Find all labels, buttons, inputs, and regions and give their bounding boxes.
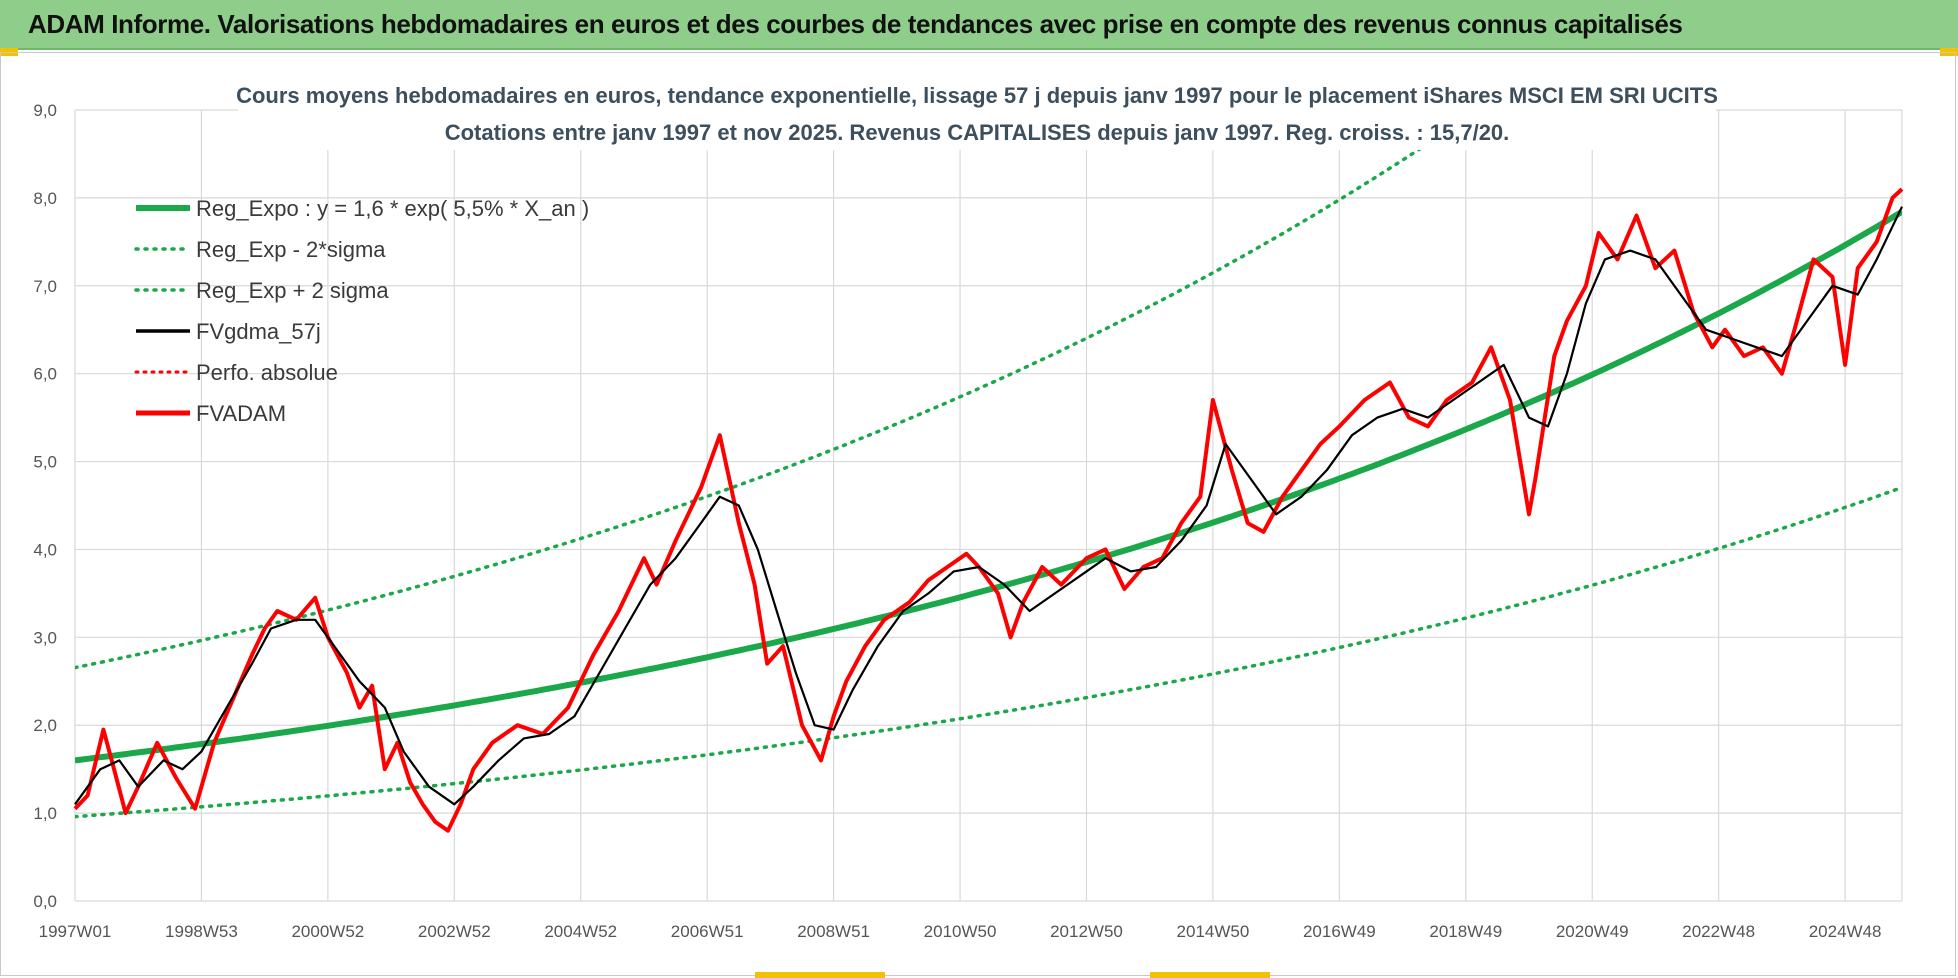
chart-title-line-2: Cotations entre janv 1997 et nov 2025. R… [445,120,1510,145]
x-tick-label: 2004W52 [544,922,617,941]
series-reg-lower-2sigma [75,485,1902,819]
y-tick-label: 2,0 [33,716,57,735]
x-tick-label: 2006W51 [671,922,744,941]
legend-label: FVADAM [196,401,286,426]
legend-label: Reg_Expo : y = 1,6 * exp( 5,5% * X_an ) [196,196,589,221]
legend-label: Perfo. absolue [196,360,338,385]
y-tick-label: 7,0 [33,277,57,296]
legend-label: Reg_Exp - 2*sigma [196,237,386,262]
y-axis-ticks: 0,0 1,0 2,0 3,0 4,0 5,0 6,0 7,0 8,0 9,0 [33,101,57,911]
x-tick-label: 2008W51 [797,922,870,941]
bottom-tab-1 [755,972,885,978]
x-tick-label: 2020W49 [1556,922,1629,941]
x-tick-label: 1997W01 [39,922,112,941]
series-fvgdma-57j [74,206,1903,806]
x-tick-label: 2018W49 [1429,922,1502,941]
title-backdrop [238,82,1716,150]
series-layer [73,110,1904,833]
chart-frame [0,52,1956,976]
y-tick-label: 8,0 [33,189,57,208]
series-fvadam [73,187,1904,833]
legend: Reg_Expo : y = 1,6 * exp( 5,5% * X_an ) R… [134,196,589,426]
legend-label: Reg_Exp + 2 sigma [196,278,389,303]
x-tick-label: 1998W53 [165,922,238,941]
legend-label: FVgdma_57j [196,319,321,344]
series-reg-expo [75,209,1902,764]
y-tick-label: 4,0 [33,540,57,559]
x-tick-label: 2024W48 [1809,922,1882,941]
y-tick-label: 0,0 [33,892,57,911]
grid-lines [74,109,1903,902]
y-tick-label: 1,0 [33,804,57,823]
page-title: ADAM Informe. Valorisations hebdomadaire… [28,9,1683,39]
bottom-tab-2 [1150,972,1270,978]
header-banner: ADAM Informe. Valorisations hebdomadaire… [0,0,1958,50]
x-tick-label: 2002W52 [418,922,491,941]
y-tick-label: 9,0 [33,101,57,120]
x-tick-label: 2010W50 [924,922,997,941]
x-tick-label: 2014W50 [1177,922,1250,941]
y-tick-label: 6,0 [33,365,57,384]
y-tick-label: 3,0 [33,628,57,647]
x-tick-label: 2016W49 [1303,922,1376,941]
x-axis-ticks: 1997W01 1998W53 2000W52 2002W52 2004W52 2006W… [39,922,1882,941]
y-tick-label: 5,0 [33,453,57,472]
x-tick-label: 2000W52 [291,922,364,941]
x-tick-label: 2022W48 [1682,922,1755,941]
x-tick-label: 2012W50 [1050,922,1123,941]
chart-title-line-1: Cours moyens hebdomadaires en euros, ten… [236,83,1718,108]
